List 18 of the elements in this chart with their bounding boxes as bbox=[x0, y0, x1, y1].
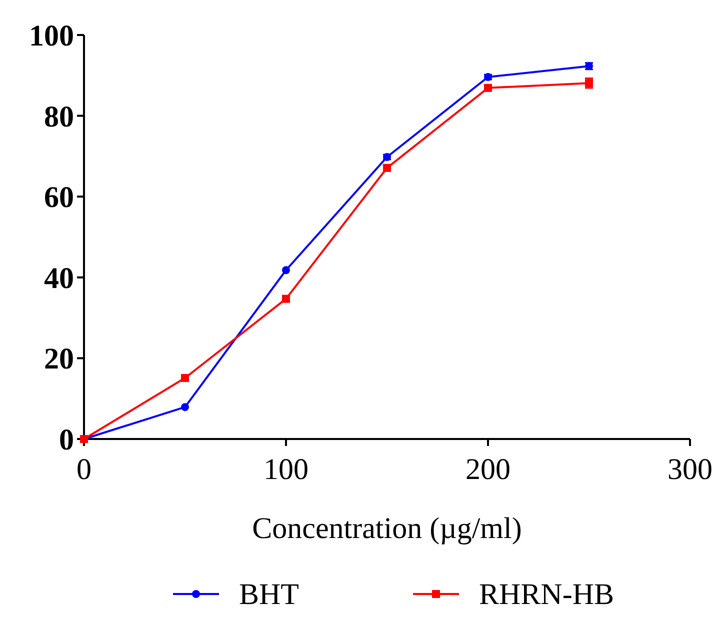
point bbox=[484, 84, 492, 92]
point bbox=[282, 294, 290, 303]
legend-label: BHT bbox=[239, 578, 299, 611]
x-tick-label: 300 bbox=[668, 453, 712, 486]
y-tick-label: 0 bbox=[59, 424, 74, 456]
x-tick-label: 100 bbox=[264, 453, 308, 486]
y-tick-label: 20 bbox=[44, 342, 74, 376]
y-tick-label: 100 bbox=[29, 20, 74, 52]
point bbox=[181, 403, 189, 412]
y-tick-label: 60 bbox=[44, 181, 74, 214]
point bbox=[181, 374, 189, 382]
legend-label: RHRN-HB bbox=[479, 578, 614, 611]
point bbox=[383, 164, 391, 172]
y-tick-label: 40 bbox=[44, 262, 74, 295]
x-axis-title: Concentration (µg/ml) bbox=[252, 512, 522, 545]
y-tick-label: 80 bbox=[44, 100, 74, 134]
x-tick-label: 200 bbox=[466, 453, 510, 486]
point bbox=[282, 266, 290, 274]
